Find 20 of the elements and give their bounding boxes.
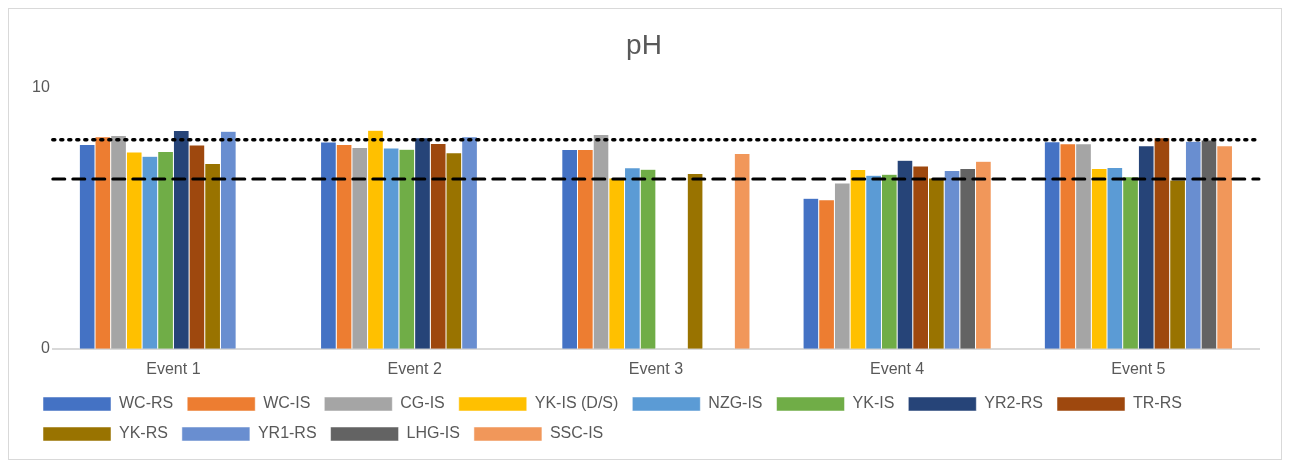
legend-label: YK-RS [119,424,168,442]
legend-label: LHG-IS [406,424,460,442]
x-tick-label: Event 1 [146,359,201,377]
legend-label: YK-IS [852,394,895,412]
legend-label: NZG-IS [708,394,763,412]
y-tick-label: 10 [32,78,50,96]
legend-label: SSC-IS [549,424,604,442]
x-tick-label: Event 2 [387,359,442,377]
chart-title: pH [626,28,662,60]
x-tick-label: Event 5 [1111,359,1166,377]
legend-label: YR1-RS [257,424,317,442]
y-tick-label: 0 [40,339,50,357]
legend-label: CG-IS [400,394,445,412]
legend-label: YK-IS (D/S) [534,394,619,412]
legend-label: WC-RS [119,394,174,412]
x-tick-label: Event 3 [628,359,684,377]
legend-label: TR-RS [1133,394,1182,412]
x-tick-label: Event 4 [870,359,925,377]
legend-label: YR2-RS [984,394,1044,412]
legend-label: WC-IS [263,394,311,412]
